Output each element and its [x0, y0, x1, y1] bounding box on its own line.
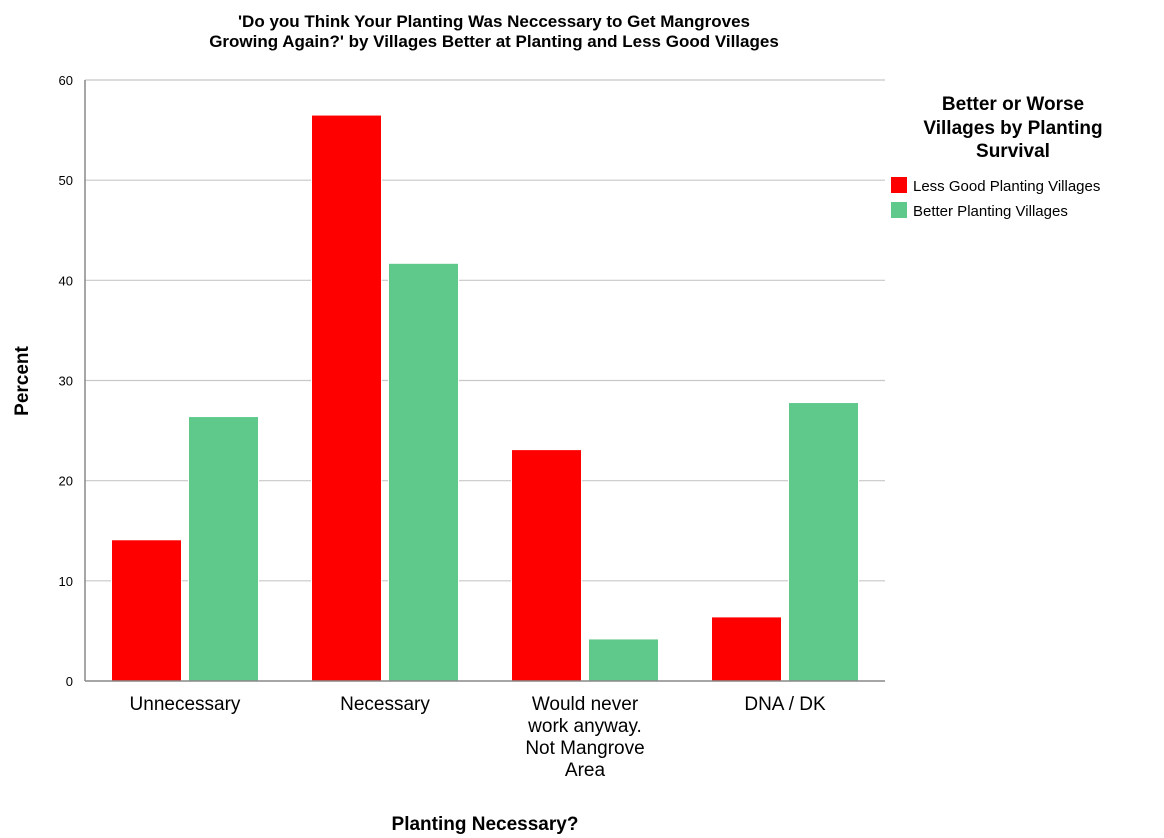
bar — [188, 416, 259, 682]
y-tick-label: 60 — [59, 73, 73, 88]
bars — [111, 114, 859, 682]
x-axis-title: Planting Necessary? — [392, 814, 579, 835]
y-axis-ticks: 0 10 20 30 40 50 60 — [59, 73, 73, 689]
y-tick-label: 30 — [59, 374, 73, 389]
y-tick-label: 40 — [59, 273, 73, 288]
y-tick-label: 10 — [59, 574, 73, 589]
bar — [788, 402, 859, 682]
legend-swatch — [891, 177, 907, 193]
x-category-label: work anyway. — [527, 716, 642, 737]
chart-title-line-2: Growing Again?' by Villages Better at Pl… — [209, 32, 779, 51]
x-category-label: Not Mangrove — [525, 738, 644, 759]
x-category-label: Unnecessary — [130, 694, 241, 715]
x-category-label: Necessary — [340, 694, 430, 715]
bar — [511, 449, 582, 682]
y-tick-label: 50 — [59, 173, 73, 188]
y-tick-label: 0 — [66, 674, 73, 689]
y-tick-label: 20 — [59, 474, 73, 489]
legend: Better or Worse Villages by Planting Sur… — [891, 94, 1103, 220]
x-category-label: DNA / DK — [744, 694, 826, 715]
legend-label: Less Good Planting Villages — [913, 178, 1100, 195]
chart-title-line-1: 'Do you Think Your Planting Was Neccessa… — [238, 12, 750, 31]
bar — [588, 638, 659, 682]
legend-swatch — [891, 202, 907, 218]
x-category-label: Would never — [532, 694, 639, 715]
bar — [711, 616, 782, 682]
legend-title-line-1: Better or Worse — [942, 94, 1084, 115]
bar — [388, 262, 459, 682]
legend-title-line-2: Villages by Planting — [923, 118, 1102, 139]
legend-title-line-3: Survival — [976, 141, 1050, 162]
x-category-label: Area — [565, 760, 606, 781]
chart-title: 'Do you Think Your Planting Was Neccessa… — [209, 12, 779, 51]
y-axis-title: Percent — [12, 345, 33, 415]
legend-label: Better Planting Villages — [913, 203, 1068, 220]
bar — [111, 539, 182, 682]
bar — [311, 114, 382, 682]
legend-items: Less Good Planting Villages Better Planti… — [891, 177, 1100, 220]
